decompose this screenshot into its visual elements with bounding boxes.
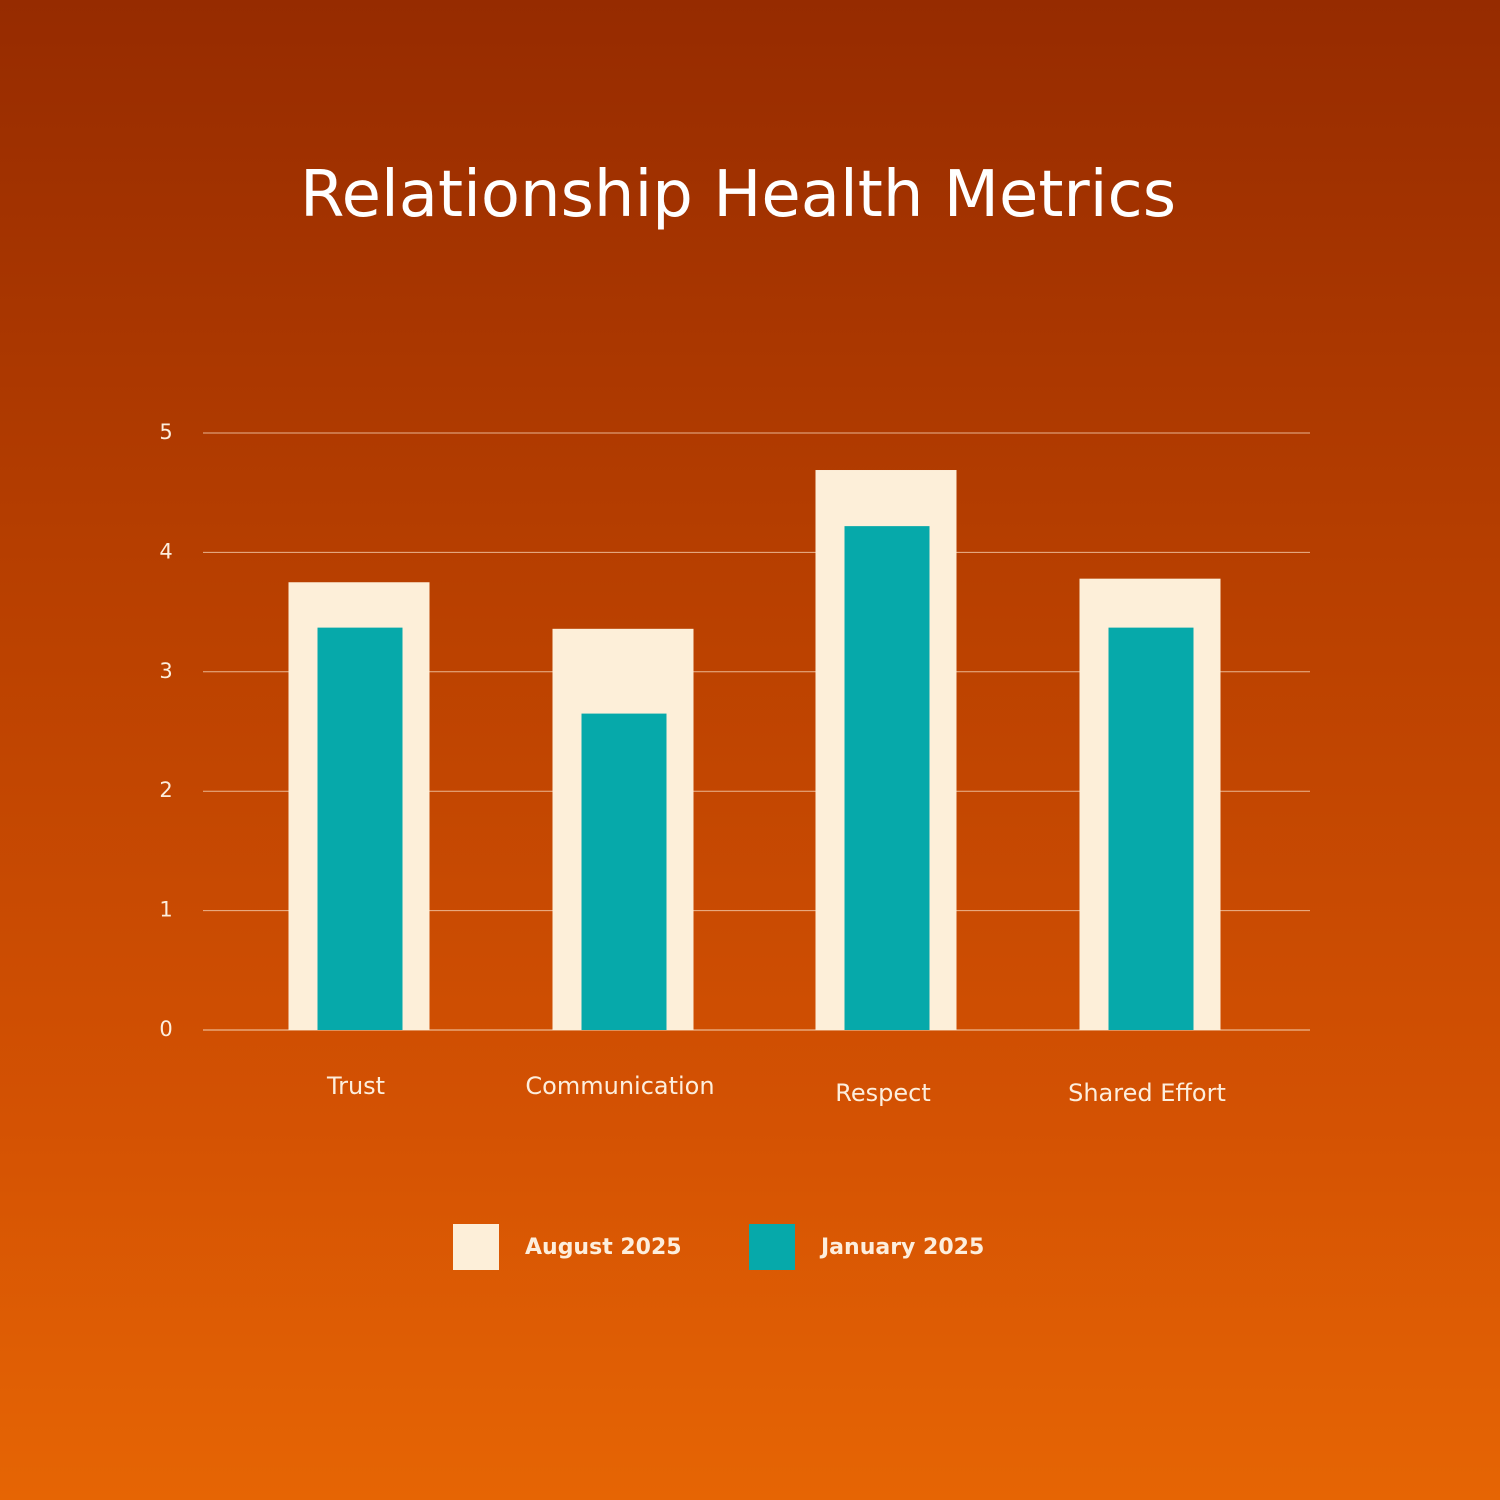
x-category-label-trust: Trust [326,1072,385,1100]
legend: August 2025 January 2025 [0,1224,1500,1272]
legend-swatch-august-2025 [453,1224,499,1270]
legend-label-january-2025: January 2025 [821,1234,985,1260]
bars [288,470,1221,1030]
y-tick-label-2: 2 [159,778,172,802]
bar-january-2025-respect[interactable] [844,526,930,1030]
x-axis-categories: Trust Communication Respect Shared Effort [326,1072,1226,1107]
legend-item-august-2025[interactable]: August 2025 [453,1224,682,1270]
legend-swatch-january-2025 [749,1224,795,1270]
y-tick-label-3: 3 [159,659,172,683]
bar-january-2025-trust[interactable] [317,627,403,1030]
x-category-label-communication: Communication [525,1072,714,1100]
x-category-label-respect: Respect [835,1079,930,1107]
y-axis-ticks: 0 1 2 3 4 5 [159,420,172,1041]
legend-item-january-2025[interactable]: January 2025 [749,1224,984,1270]
x-category-label-shared-effort: Shared Effort [1068,1079,1226,1107]
y-tick-label-1: 1 [159,898,172,922]
bar-january-2025-communication[interactable] [581,713,667,1030]
bar-january-2025-shared-effort[interactable] [1108,627,1194,1030]
legend-label-august-2025: August 2025 [525,1234,682,1260]
y-tick-label-4: 4 [159,539,172,563]
y-tick-label-5: 5 [159,420,172,444]
chart-title: Relationship Health Metrics [300,158,1177,232]
y-tick-label-0: 0 [159,1017,172,1041]
